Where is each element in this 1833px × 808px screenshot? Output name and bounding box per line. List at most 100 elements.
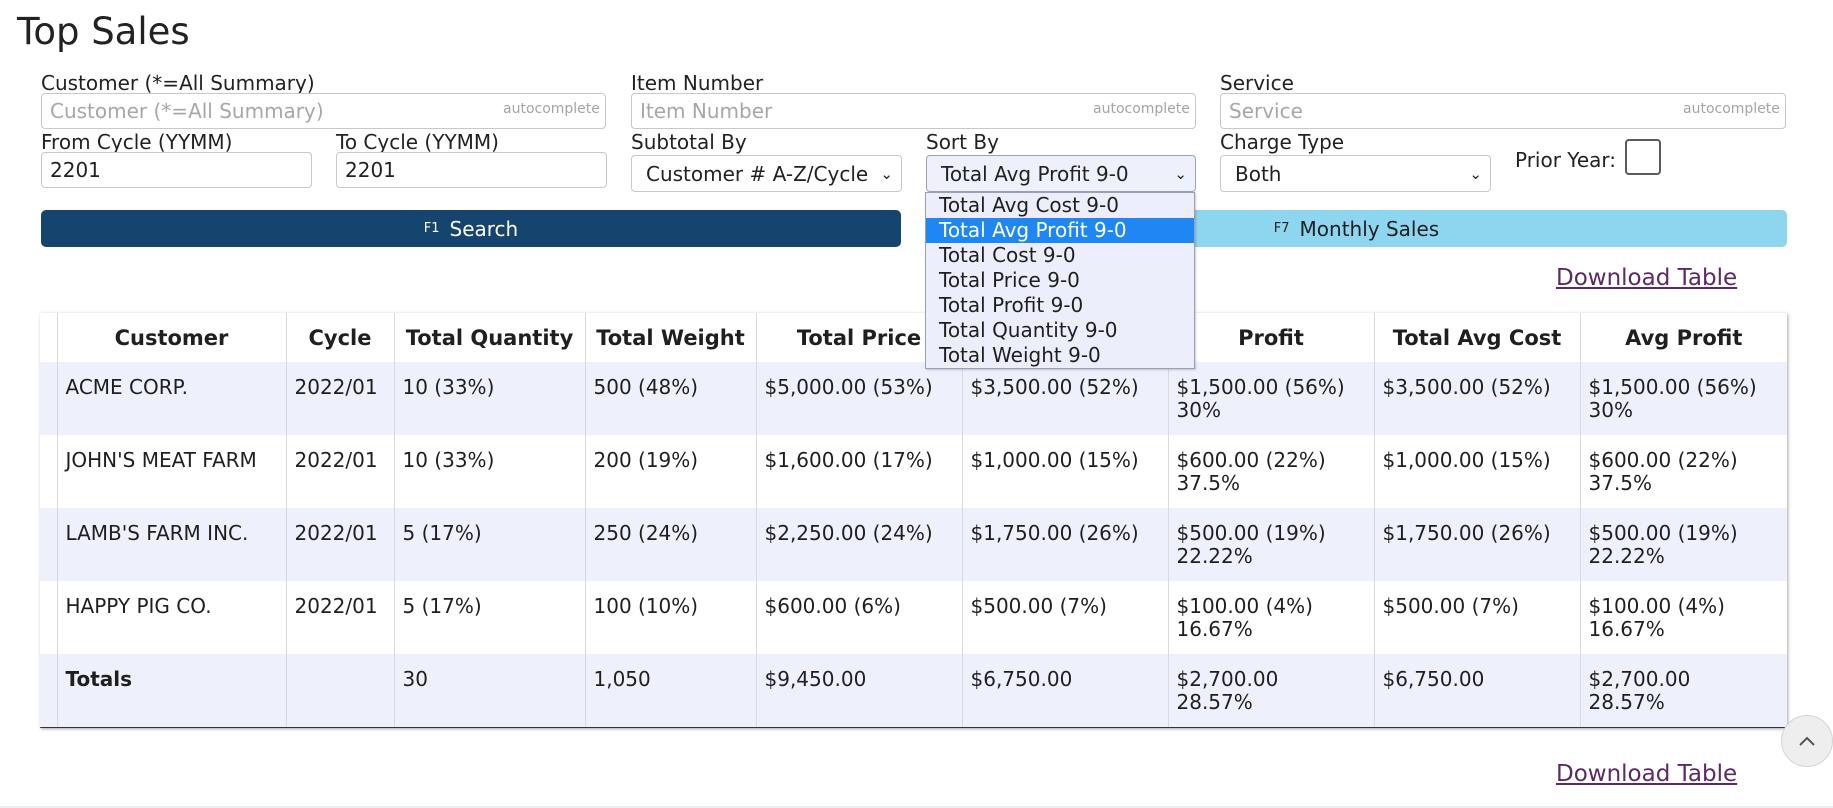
cell-cycle: 2022/01 [285, 581, 394, 654]
cell-profit: $600.00 (22%) 37.5% [1167, 435, 1374, 508]
cell-customer: ACME CORP. [56, 362, 286, 435]
cell-price: $9,450.00 [755, 654, 962, 727]
subtotal-by-value: Customer # A-Z/Cycle [646, 162, 869, 186]
cell-avg-cost: $1,000.00 (15%) [1373, 435, 1580, 508]
customer-input[interactable] [41, 93, 606, 129]
cell-price: $5,000.00 (53%) [755, 362, 962, 435]
col-header[interactable]: Avg Profit [1579, 313, 1787, 362]
cell-avg-cost: $500.00 (7%) [1373, 581, 1580, 654]
cell-qty: 5 (17%) [393, 581, 585, 654]
cell-avg-cost: $6,750.00 [1373, 654, 1580, 727]
cell-customer: HAPPY PIG CO. [56, 581, 286, 654]
cell-avg-cost: $1,750.00 (26%) [1373, 508, 1580, 581]
cell-price: $600.00 (6%) [755, 581, 962, 654]
scroll-to-top-button[interactable] [1781, 715, 1833, 767]
page-title: Top Sales [17, 10, 190, 53]
profit-percent: 28.57% [1176, 690, 1253, 714]
avg-profit-percent: 37.5% [1588, 471, 1653, 495]
to-cycle-input[interactable] [336, 152, 607, 188]
table-row: HAPPY PIG CO. 2022/01 5 (17%) 100 (10%) … [40, 581, 1787, 654]
profit-amount: $100.00 (4%) [1176, 594, 1313, 618]
sort-option[interactable]: Total Cost 9-0 [939, 243, 1076, 267]
sort-option[interactable]: Total Weight 9-0 [939, 343, 1101, 367]
chevron-down-icon: ⌄ [1469, 165, 1482, 183]
monthly-hotkey: F7 [1273, 221, 1290, 236]
customer-autocomplete-hint: autocomplete [503, 101, 600, 117]
cell-weight: 200 (19%) [584, 435, 756, 508]
service-label: Service [1220, 71, 1294, 95]
row-stub [40, 313, 57, 362]
cell-qty: 10 (33%) [393, 435, 585, 508]
service-input[interactable] [1220, 93, 1786, 129]
col-header[interactable]: Cycle [285, 313, 394, 362]
profit-amount: $1,500.00 (56%) [1176, 375, 1345, 399]
cell-cycle: 2022/01 [285, 435, 394, 508]
cell-cycle: 2022/01 [285, 362, 394, 435]
chevron-down-icon: ⌄ [880, 165, 893, 183]
sort-by-dropdown: Total Avg Cost 9-0 Total Avg Profit 9-0 … [925, 192, 1195, 369]
avg-profit-percent: 28.57% [1588, 690, 1665, 714]
profit-percent: 30% [1176, 398, 1221, 422]
avg-profit-amount: $2,700.00 [1588, 667, 1691, 691]
sort-by-value: Total Avg Profit 9-0 [941, 162, 1129, 186]
cell-cost: $500.00 (7%) [961, 581, 1168, 654]
search-button[interactable]: F1 Search [41, 210, 901, 247]
table-row: JOHN'S MEAT FARM 2022/01 10 (33%) 200 (1… [40, 435, 1787, 508]
download-table-link-bottom[interactable]: Download Table [1556, 761, 1738, 787]
search-button-label: Search [449, 216, 519, 241]
prior-year-checkbox[interactable] [1625, 139, 1661, 175]
sort-option[interactable]: Total Avg Cost 9-0 [939, 193, 1119, 217]
item-number-autocomplete-hint: autocomplete [1093, 101, 1190, 117]
col-header[interactable]: Total Quantity [393, 313, 585, 362]
avg-profit-amount: $100.00 (4%) [1588, 594, 1725, 618]
sales-table: Customer Cycle Total Quantity Total Weig… [40, 313, 1787, 727]
profit-amount: $2,700.00 [1176, 667, 1279, 691]
item-number-label: Item Number [631, 71, 764, 95]
row-stub [40, 654, 57, 727]
cell-cost: $6,750.00 [961, 654, 1168, 727]
chevron-up-icon [1799, 736, 1815, 746]
profit-percent: 22.22% [1176, 544, 1253, 568]
cell-cost: $1,750.00 (26%) [961, 508, 1168, 581]
profit-amount: $500.00 (19%) [1176, 521, 1326, 545]
cell-qty: 30 [393, 654, 585, 727]
profit-amount: $600.00 (22%) [1176, 448, 1326, 472]
cell-price: $2,250.00 (24%) [755, 508, 962, 581]
prior-year-label: Prior Year: [1515, 148, 1617, 172]
col-header[interactable]: Total Avg Cost [1373, 313, 1580, 362]
cell-avg-profit: $500.00 (19%) 22.22% [1579, 508, 1787, 581]
sort-option-selected[interactable]: Total Avg Profit 9-0 [926, 218, 1194, 243]
subtotal-by-label: Subtotal By [631, 130, 747, 154]
sort-option[interactable]: Total Quantity 9-0 [939, 318, 1118, 342]
cell-weight: 100 (10%) [584, 581, 756, 654]
charge-type-label: Charge Type [1220, 130, 1345, 154]
subtotal-by-select[interactable]: Customer # A-Z/Cycle ⌄ [631, 155, 902, 192]
download-table-link-top[interactable]: Download Table [1556, 265, 1738, 291]
sort-by-label: Sort By [926, 130, 999, 154]
avg-profit-percent: 16.67% [1588, 617, 1665, 641]
cell-cycle: 2022/01 [285, 508, 394, 581]
charge-type-select[interactable]: Both ⌄ [1220, 155, 1491, 192]
col-header[interactable]: Profit [1167, 313, 1374, 362]
cell-avg-profit: $2,700.00 28.57% [1579, 654, 1787, 727]
sort-option[interactable]: Total Price 9-0 [939, 268, 1080, 292]
chevron-down-icon: ⌄ [1174, 165, 1187, 183]
charge-type-value: Both [1235, 162, 1282, 186]
col-header[interactable]: Total Weight [584, 313, 756, 362]
from-cycle-input[interactable] [41, 152, 312, 188]
cell-weight: 1,050 [584, 654, 756, 727]
item-number-input[interactable] [631, 93, 1196, 129]
sort-by-select[interactable]: Total Avg Profit 9-0 ⌄ [926, 155, 1196, 192]
cell-weight: 250 (24%) [584, 508, 756, 581]
avg-profit-percent: 22.22% [1588, 544, 1665, 568]
service-autocomplete-hint: autocomplete [1683, 101, 1780, 117]
cell-cost: $1,000.00 (15%) [961, 435, 1168, 508]
avg-profit-amount: $1,500.00 (56%) [1588, 375, 1757, 399]
row-stub [40, 362, 57, 435]
profit-percent: 16.67% [1176, 617, 1253, 641]
table-row: LAMB'S FARM INC. 2022/01 5 (17%) 250 (24… [40, 508, 1787, 581]
col-header[interactable]: Customer [56, 313, 286, 362]
cell-qty: 10 (33%) [393, 362, 585, 435]
search-hotkey: F1 [423, 221, 440, 236]
sort-option[interactable]: Total Profit 9-0 [939, 293, 1084, 317]
